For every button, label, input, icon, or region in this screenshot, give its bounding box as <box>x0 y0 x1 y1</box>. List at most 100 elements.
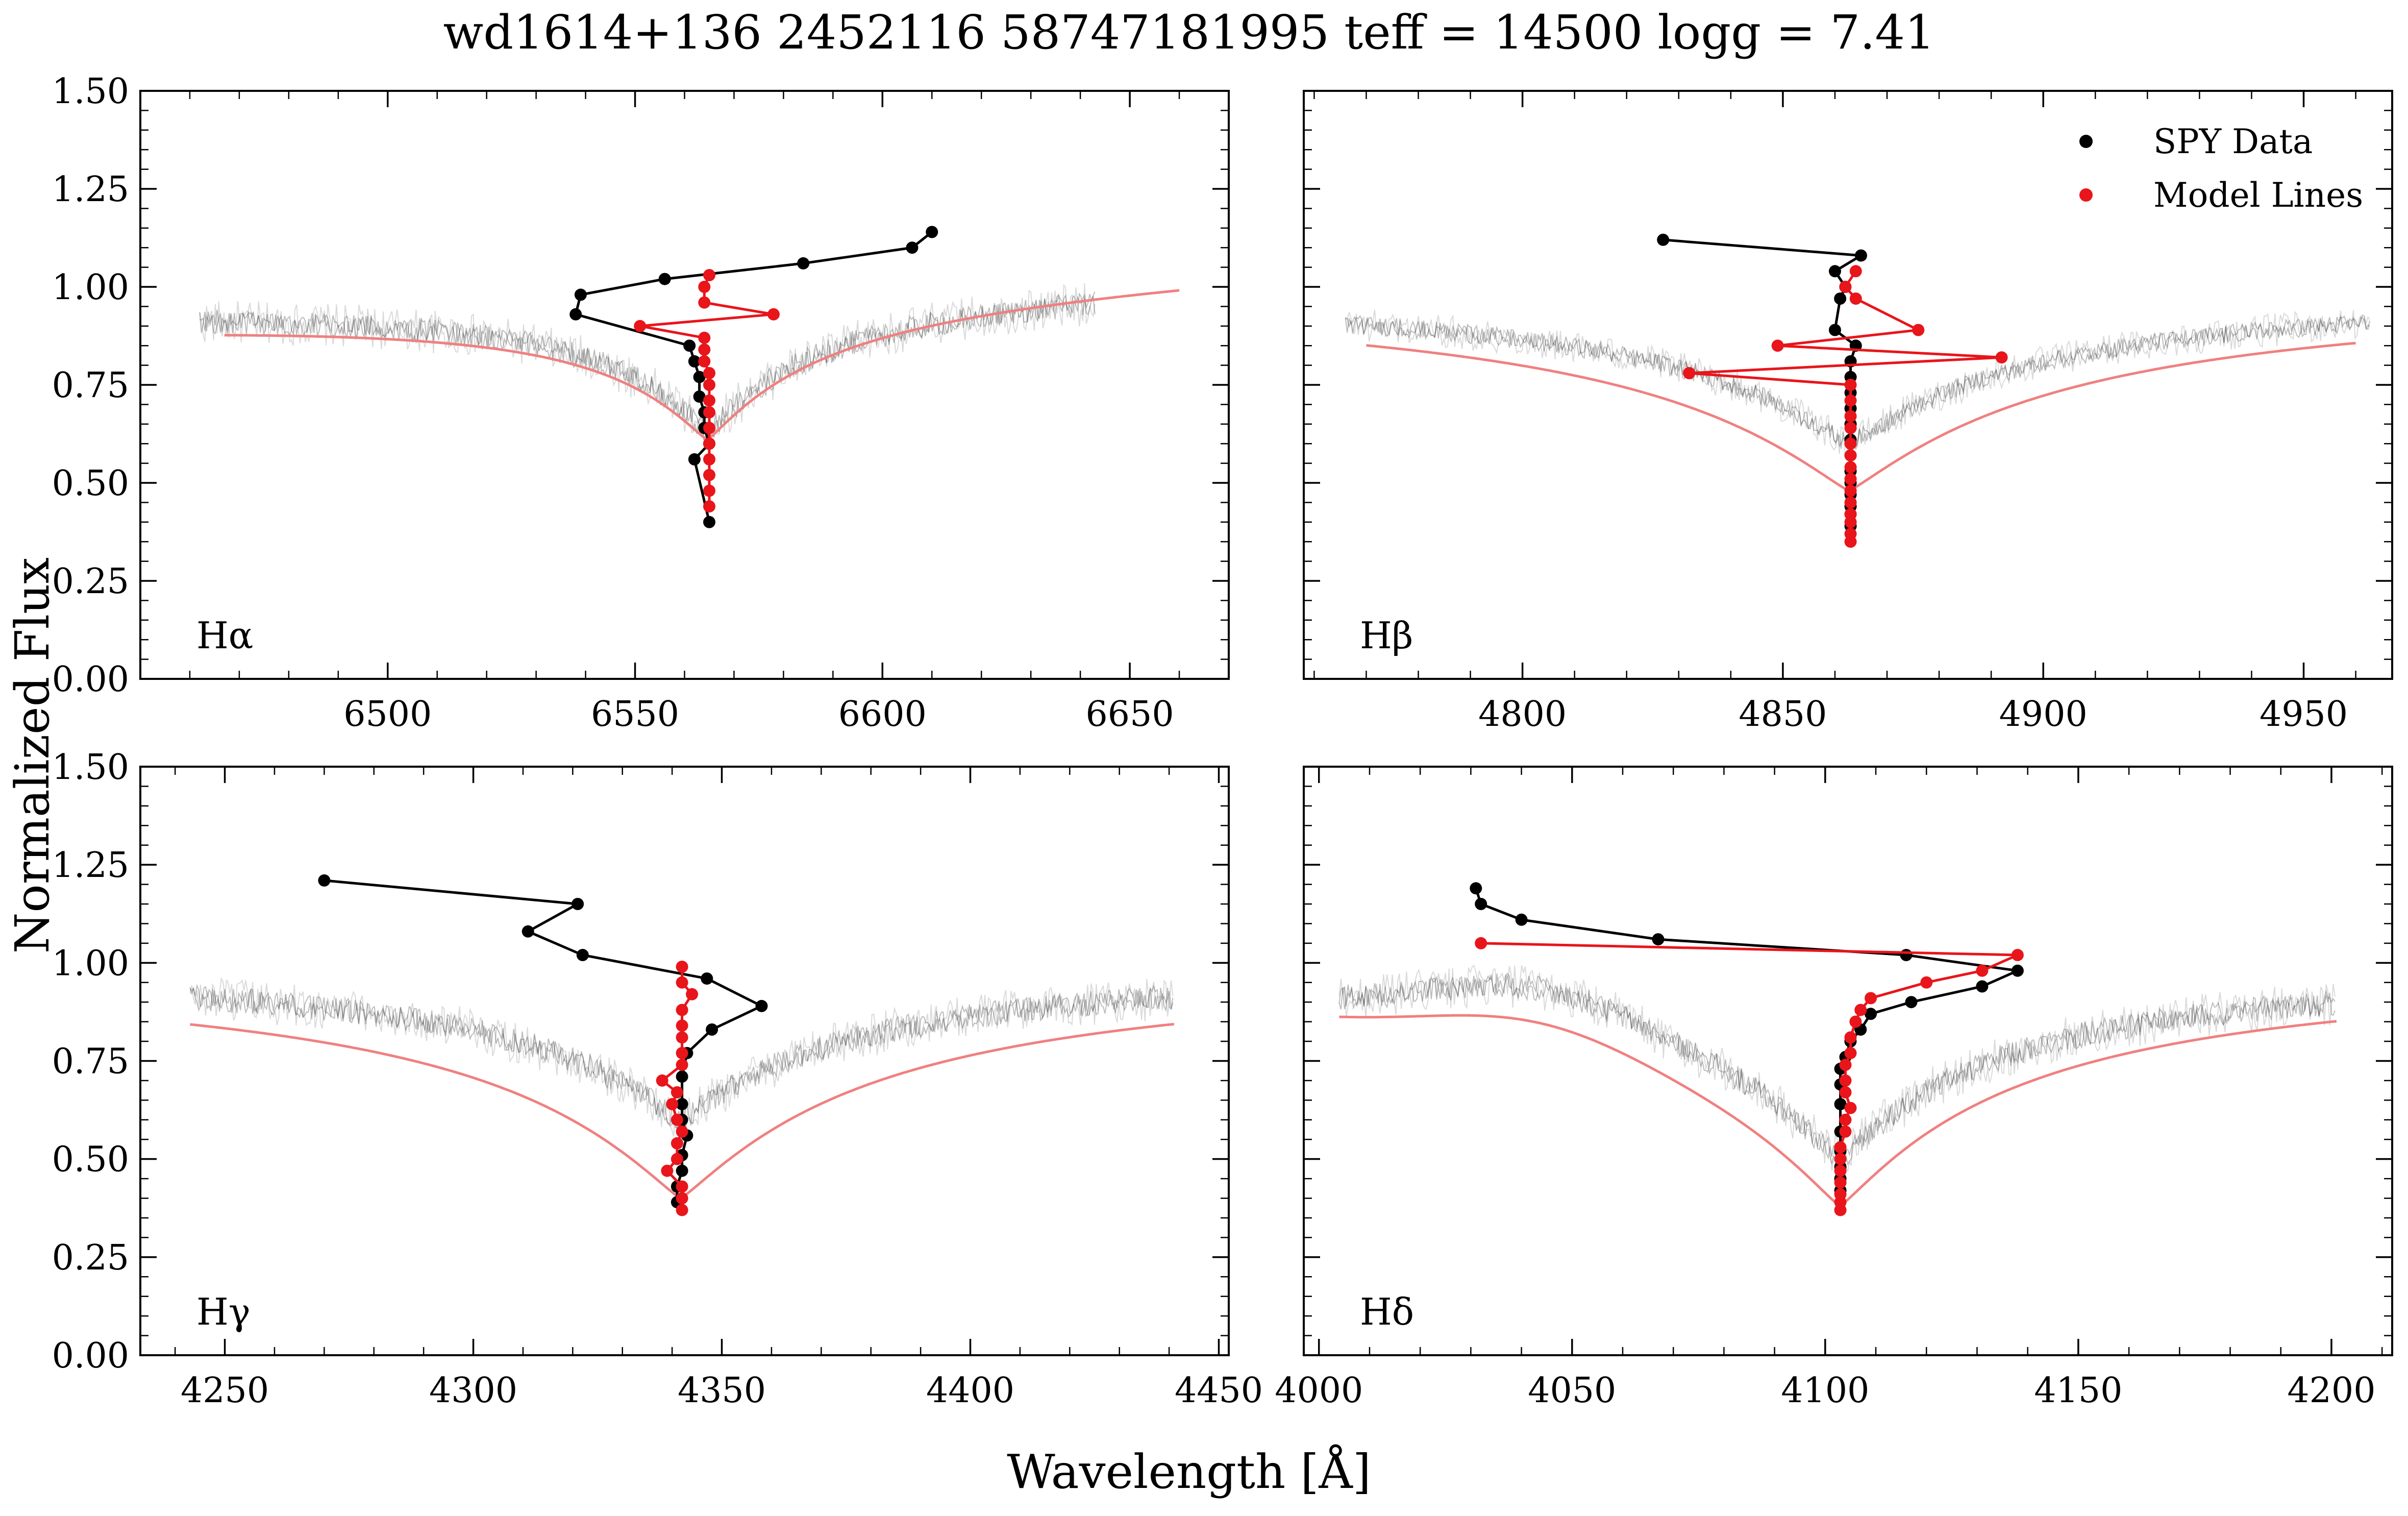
model-lines-point <box>1839 1086 1852 1098</box>
model-lines-point <box>676 1031 688 1044</box>
model-lines-point <box>1865 992 1877 1005</box>
model-lines-point <box>703 379 715 391</box>
model-lines-point <box>1771 339 1784 352</box>
y-tick-label: 1.50 <box>52 747 129 788</box>
model-lines-point <box>1976 964 1989 977</box>
model-lines-point <box>703 500 715 513</box>
panel-label-h-delta: Hδ <box>1360 1290 1414 1333</box>
spy-data-point <box>522 925 534 938</box>
model-lines-point <box>1849 292 1862 305</box>
spy-data-point <box>1829 265 1841 278</box>
x-tick-label: 4400 <box>926 1371 1014 1411</box>
spy-data-point <box>688 453 701 466</box>
model-lines-point <box>676 961 688 973</box>
model-lines-point <box>1844 379 1857 391</box>
observed-spectrum-h-alpha <box>199 291 1096 436</box>
y-tick-label: 1.25 <box>52 845 129 886</box>
spy-data-point <box>1900 949 1913 961</box>
y-tick-label: 1.00 <box>52 943 129 984</box>
plot-area-h-beta <box>1345 233 2371 548</box>
panel-h-beta: 4800 4850 4900 4950 Hβ <box>1303 90 2393 735</box>
model-lines-point <box>656 1074 668 1087</box>
y-tick-label: 0.00 <box>52 1336 129 1376</box>
model-lines-point <box>767 308 780 321</box>
panel-label-h-beta: Hβ <box>1360 614 1413 657</box>
panel-h-alpha: 6500 6550 6600 6650 0.00 0.25 0.50 0.75 1.00 1.25… <box>52 71 1230 735</box>
panel-h-gamma: 4250 4300 4350 4400 4450 0.00 0.25 0.50 0.75 1.00… <box>52 747 1263 1411</box>
model-lines-point <box>1839 1074 1852 1087</box>
y-tick-label: 0.25 <box>52 1238 129 1278</box>
legend-label-model-lines: Model Lines <box>2153 176 2363 215</box>
model-lines-point <box>661 1164 674 1177</box>
model-lines-point <box>1920 976 1933 989</box>
spy-data-point <box>1834 1098 1847 1111</box>
model-lines-point <box>671 1153 683 1165</box>
model-lines-point <box>1844 473 1857 485</box>
y-tick-label: 0.75 <box>52 1042 129 1082</box>
y-axis-label: Normalized Flux <box>5 557 60 953</box>
plot-area-h-delta <box>1338 882 2337 1216</box>
axes-frame-h-alpha <box>139 90 1230 680</box>
model-lines-point <box>2011 949 2024 961</box>
spy-data-point <box>1834 292 1847 305</box>
observed-spectrum-h-beta <box>1345 314 2370 453</box>
model-lines-point <box>1839 281 1852 293</box>
observed-spectrum-h-alpha <box>199 283 1096 451</box>
x-tick-label: 4850 <box>1739 694 1827 735</box>
model-lines-point <box>676 1047 688 1060</box>
model-lines-point <box>1844 394 1857 407</box>
legend-label-spy-data: SPY Data <box>2153 122 2313 161</box>
model-lines-point <box>1834 1164 1847 1177</box>
panel-label-h-alpha: Hα <box>196 614 253 657</box>
x-tick-label: 6600 <box>838 694 927 735</box>
spy-data-point <box>318 874 331 887</box>
model-lines-point <box>1834 1141 1847 1154</box>
model-lines-point <box>1834 1153 1847 1165</box>
model-lines-point <box>703 437 715 450</box>
model-lines-point <box>703 484 715 497</box>
x-tick-label: 4800 <box>1478 694 1567 735</box>
model-lines-point <box>1475 937 1487 949</box>
spy-data-point <box>701 972 713 985</box>
model-lines-point <box>1849 265 1862 278</box>
model-lines-point <box>666 1098 679 1111</box>
model-lines-point <box>1844 1047 1857 1060</box>
spy-data-point <box>676 1098 688 1111</box>
spy-data-point <box>1829 324 1841 336</box>
x-tick-label: 4050 <box>1528 1371 1616 1411</box>
model-lines-point <box>1683 367 1696 379</box>
spy-data-point <box>693 371 706 383</box>
spy-data-point <box>1657 233 1670 246</box>
model-lines-point <box>1839 1059 1852 1071</box>
model-lines-point <box>1844 410 1857 423</box>
model-lines-point <box>1912 324 1925 336</box>
model-lines-point <box>1844 1102 1857 1114</box>
spy-data-point <box>1652 933 1665 946</box>
model-lines-point <box>1844 461 1857 474</box>
y-tick-label: 1.25 <box>52 169 129 210</box>
spy-data-point <box>658 273 671 285</box>
y-tick-label: 1.50 <box>52 71 129 112</box>
x-tick-label: 6650 <box>1086 694 1174 735</box>
spy-data-point <box>1515 913 1528 926</box>
model-lines-point <box>676 976 688 989</box>
y-tick-label: 0.75 <box>52 365 129 406</box>
model-lines-point <box>703 469 715 481</box>
x-tick-label: 4200 <box>2287 1371 2375 1411</box>
model-lines-point <box>1844 437 1857 450</box>
spy-data-point <box>706 1023 718 1036</box>
spy-data-point <box>1470 882 1482 895</box>
spy-data-point <box>676 1164 688 1177</box>
model-lines-point <box>703 453 715 466</box>
model-lines-point <box>1844 484 1857 497</box>
spy-data-point <box>693 390 706 403</box>
spy-data-point <box>574 288 587 301</box>
x-axis-label: Wavelength [Å] <box>1007 1444 1371 1499</box>
model-lines-point <box>634 320 647 332</box>
model-lines-point <box>1834 1204 1847 1216</box>
model-lines-point <box>698 355 711 368</box>
spy-data-point <box>569 308 582 321</box>
observed-spectrum-h-beta <box>1345 315 2371 451</box>
model-curve-h-alpha <box>224 289 1180 441</box>
model-lines-point <box>1849 1015 1862 1028</box>
